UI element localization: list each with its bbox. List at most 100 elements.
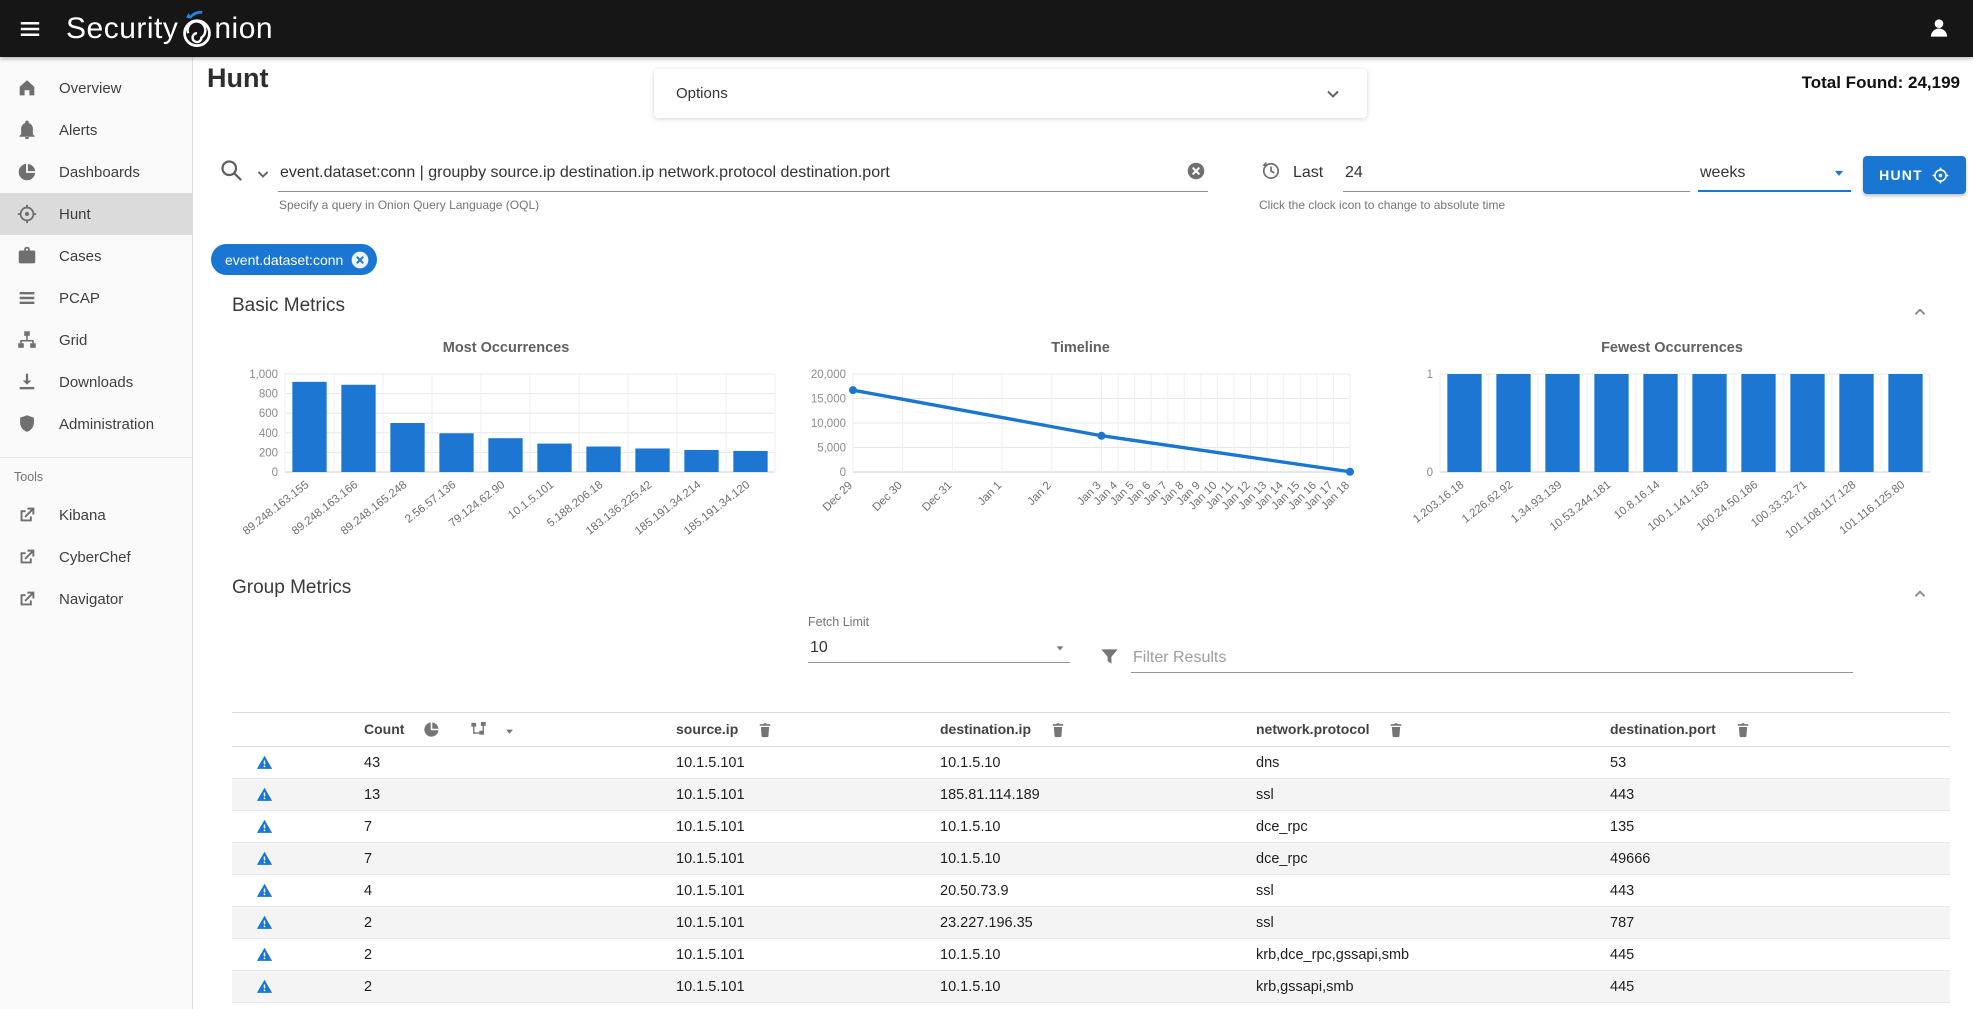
- graph-toggle-icon[interactable]: [469, 720, 488, 739]
- table-cell[interactable]: 443: [1542, 875, 1950, 907]
- row-alert-cell[interactable]: [232, 779, 296, 811]
- table-cell[interactable]: 7: [296, 843, 608, 875]
- table-cell[interactable]: 2: [296, 971, 608, 1003]
- table-cell[interactable]: 13: [296, 779, 608, 811]
- alert-triangle-icon[interactable]: [255, 753, 274, 772]
- sidebar-item-overview[interactable]: Overview: [0, 67, 192, 109]
- fetch-limit-select[interactable]: Fetch Limit 10: [808, 615, 1070, 663]
- trash-icon[interactable]: [1734, 721, 1752, 739]
- user-button[interactable]: [1919, 8, 1959, 48]
- sidebar-item-administration[interactable]: Administration: [0, 403, 192, 445]
- table-cell[interactable]: 10.1.5.10: [872, 939, 1188, 971]
- row-alert-cell[interactable]: [232, 747, 296, 779]
- sidebar-item-downloads[interactable]: Downloads: [0, 361, 192, 403]
- table-cell[interactable]: 10.1.5.101: [608, 843, 872, 875]
- table-cell[interactable]: 43: [296, 747, 608, 779]
- alert-triangle-icon[interactable]: [255, 849, 274, 868]
- alert-triangle-icon[interactable]: [255, 785, 274, 804]
- table-cell[interactable]: 443: [1542, 779, 1950, 811]
- relative-time-toggle-button[interactable]: [1259, 159, 1282, 185]
- filter-results-input[interactable]: [1131, 643, 1853, 673]
- fewest-occurrences-chart[interactable]: Fewest Occurrences 011.203.16.181.226.62…: [1406, 340, 1938, 560]
- table-cell[interactable]: 185.81.114.189: [872, 779, 1188, 811]
- sidebar-item-alerts[interactable]: Alerts: [0, 109, 192, 151]
- table-cell[interactable]: dce_rpc: [1188, 811, 1542, 843]
- row-alert-cell[interactable]: [232, 907, 296, 939]
- table-row[interactable]: 1310.1.5.101185.81.114.189ssl443: [232, 779, 1950, 811]
- remove-filter-icon[interactable]: [350, 250, 370, 270]
- table-row[interactable]: 210.1.5.10110.1.5.10krb,gssapi,smb445: [232, 971, 1950, 1003]
- bar-chart[interactable]: 011.203.16.181.226.62.921.34.93.13910.53…: [1406, 360, 1938, 560]
- sidebar-item-kibana[interactable]: Kibana: [0, 494, 192, 536]
- table-cell[interactable]: 2: [296, 907, 608, 939]
- filter-chip[interactable]: event.dataset:conn: [211, 244, 377, 275]
- table-cell[interactable]: 53: [1542, 747, 1950, 779]
- table-cell[interactable]: 10.1.5.10: [872, 843, 1188, 875]
- sidebar-item-pcap[interactable]: PCAP: [0, 277, 192, 319]
- table-cell[interactable]: 23.227.196.35: [872, 907, 1188, 939]
- table-cell[interactable]: krb,dce_rpc,gssapi,smb: [1188, 939, 1542, 971]
- table-cell[interactable]: 445: [1542, 939, 1950, 971]
- table-cell[interactable]: 10.1.5.101: [608, 811, 872, 843]
- alert-triangle-icon[interactable]: [255, 913, 274, 932]
- table-cell[interactable]: 10.1.5.101: [608, 939, 872, 971]
- alert-triangle-icon[interactable]: [255, 977, 274, 996]
- table-cell[interactable]: 787: [1542, 907, 1950, 939]
- options-expander[interactable]: Options: [654, 69, 1367, 118]
- line-chart[interactable]: 05,00010,00015,00020,000Dec 29Dec 30Dec …: [803, 360, 1358, 560]
- table-cell[interactable]: 10.1.5.101: [608, 875, 872, 907]
- table-cell[interactable]: 20.50.73.9: [872, 875, 1188, 907]
- alert-triangle-icon[interactable]: [255, 881, 274, 900]
- bar-chart[interactable]: 02004006008001,00089.248.163.15589.248.1…: [229, 360, 783, 560]
- table-cell[interactable]: 10.1.5.10: [872, 811, 1188, 843]
- menu-button[interactable]: [8, 7, 52, 51]
- table-row[interactable]: 710.1.5.10110.1.5.10dce_rpc49666: [232, 843, 1950, 875]
- trash-icon[interactable]: [756, 721, 774, 739]
- table-cell[interactable]: 7: [296, 811, 608, 843]
- sidebar-item-navigator[interactable]: Navigator: [0, 578, 192, 620]
- query-input[interactable]: [278, 156, 1208, 192]
- table-cell[interactable]: ssl: [1188, 875, 1542, 907]
- table-cell[interactable]: ssl: [1188, 779, 1542, 811]
- table-cell[interactable]: krb,gssapi,smb: [1188, 971, 1542, 1003]
- table-row[interactable]: 410.1.5.10120.50.73.9ssl443: [232, 875, 1950, 907]
- table-cell[interactable]: 10.1.5.101: [608, 779, 872, 811]
- hunt-button[interactable]: HUNT: [1863, 156, 1966, 194]
- query-history-caret-icon[interactable]: [253, 164, 273, 184]
- most-occurrences-chart[interactable]: Most Occurrences 02004006008001,00089.24…: [229, 340, 783, 560]
- collapse-group-metrics-button[interactable]: [1907, 581, 1933, 607]
- chart-menu-caret-icon[interactable]: [502, 724, 517, 739]
- table-cell[interactable]: dns: [1188, 747, 1542, 779]
- row-alert-cell[interactable]: [232, 971, 296, 1003]
- table-row[interactable]: 4310.1.5.10110.1.5.10dns53: [232, 747, 1950, 779]
- table-row[interactable]: 210.1.5.10123.227.196.35ssl787: [232, 907, 1950, 939]
- sidebar-item-cases[interactable]: Cases: [0, 235, 192, 277]
- alert-triangle-icon[interactable]: [255, 945, 274, 964]
- table-cell[interactable]: 49666: [1542, 843, 1950, 875]
- time-duration-input[interactable]: [1343, 156, 1690, 192]
- pie-chart-toggle-icon[interactable]: [422, 720, 441, 739]
- alert-triangle-icon[interactable]: [255, 817, 274, 836]
- table-cell[interactable]: 2: [296, 939, 608, 971]
- table-cell[interactable]: 445: [1542, 971, 1950, 1003]
- trash-icon[interactable]: [1049, 721, 1067, 739]
- table-cell[interactable]: 10.1.5.101: [608, 747, 872, 779]
- sidebar-item-grid[interactable]: Grid: [0, 319, 192, 361]
- collapse-basic-metrics-button[interactable]: [1907, 299, 1933, 325]
- table-cell[interactable]: 4: [296, 875, 608, 907]
- table-cell[interactable]: dce_rpc: [1188, 843, 1542, 875]
- clear-query-button[interactable]: [1185, 160, 1207, 185]
- table-row[interactable]: 710.1.5.10110.1.5.10dce_rpc135: [232, 811, 1950, 843]
- sidebar-item-cyberchef[interactable]: CyberChef: [0, 536, 192, 578]
- row-alert-cell[interactable]: [232, 939, 296, 971]
- timeline-chart[interactable]: Timeline 05,00010,00015,00020,000Dec 29D…: [803, 340, 1358, 560]
- table-cell[interactable]: ssl: [1188, 907, 1542, 939]
- table-cell[interactable]: 135: [1542, 811, 1950, 843]
- table-cell[interactable]: 10.1.5.10: [872, 971, 1188, 1003]
- table-row[interactable]: 210.1.5.10110.1.5.10krb,dce_rpc,gssapi,s…: [232, 939, 1950, 971]
- table-cell[interactable]: 10.1.5.10: [872, 747, 1188, 779]
- row-alert-cell[interactable]: [232, 875, 296, 907]
- table-cell[interactable]: 10.1.5.101: [608, 907, 872, 939]
- sidebar-item-hunt[interactable]: Hunt: [0, 193, 192, 235]
- row-alert-cell[interactable]: [232, 843, 296, 875]
